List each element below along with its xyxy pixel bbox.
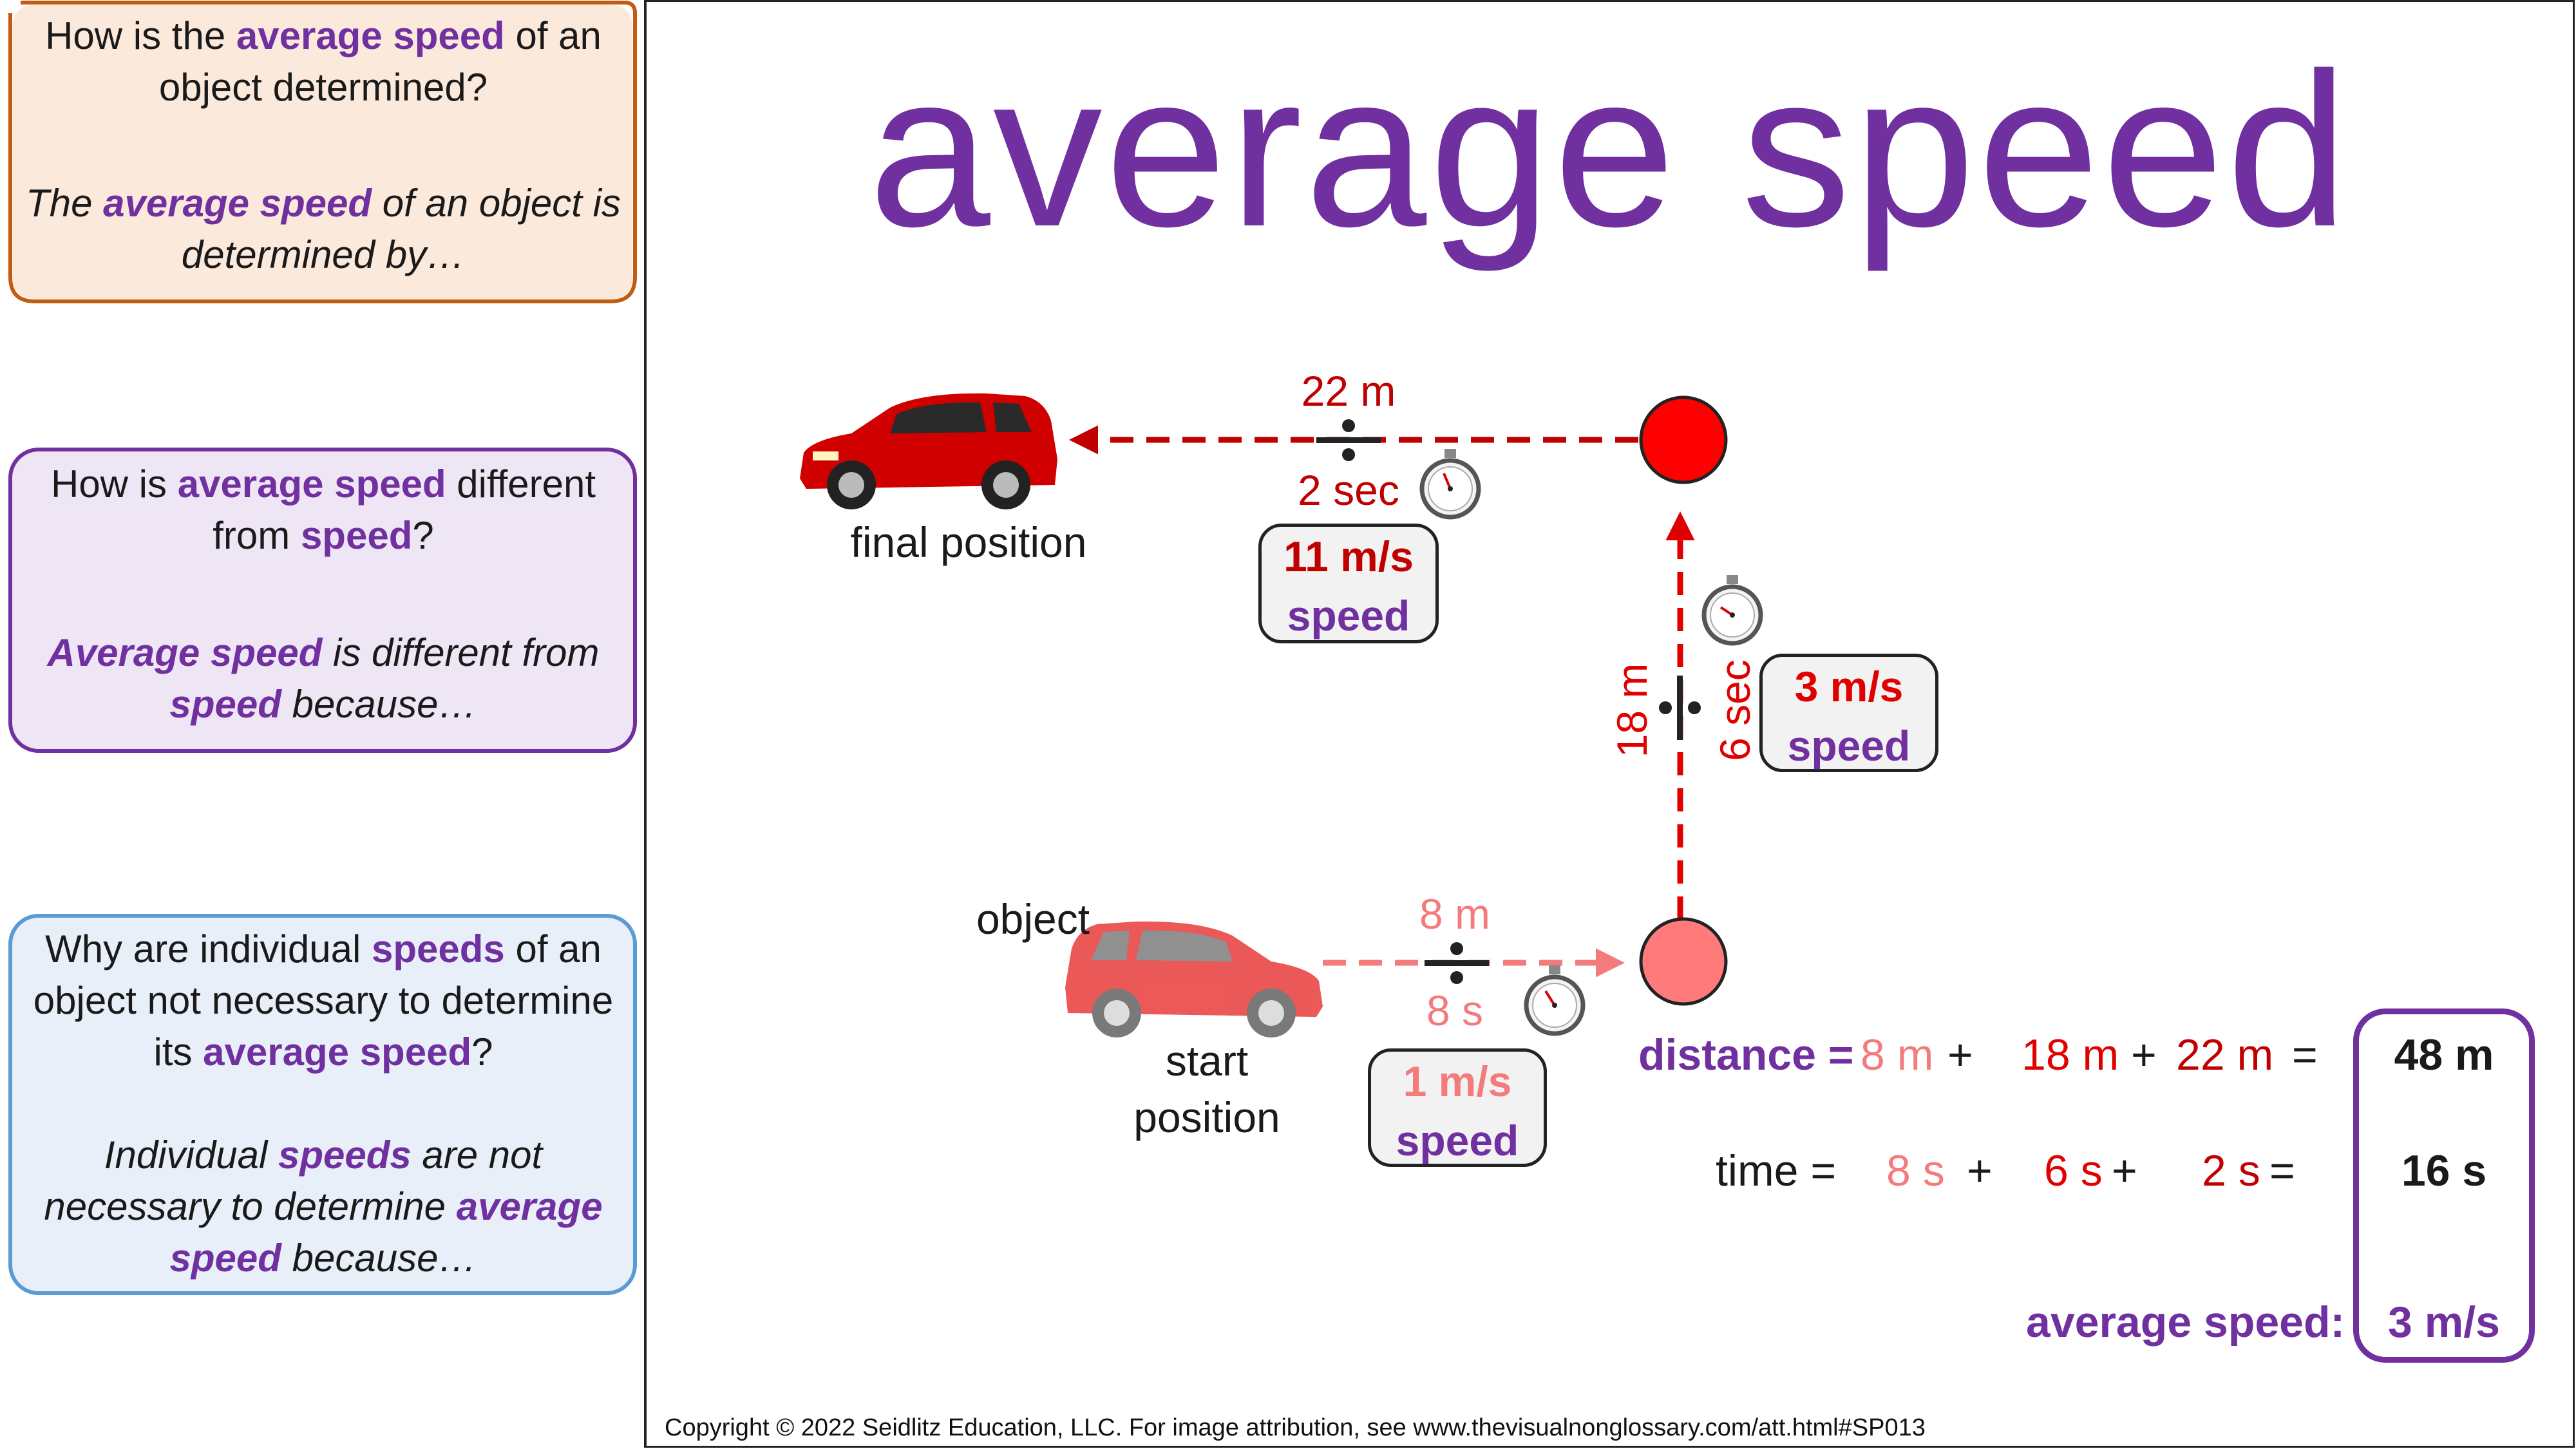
leg-1-speed-box: 1 m/s speed bbox=[1368, 1048, 1547, 1167]
stopwatch-icon bbox=[1419, 449, 1481, 520]
final-position-label: final position bbox=[850, 518, 1087, 566]
distance-term-2: 18 m bbox=[2022, 1030, 2119, 1079]
time-term-1: 8 s bbox=[1886, 1146, 1945, 1195]
leg-3-speed-box: 11 m/s speed bbox=[1258, 524, 1439, 643]
question-1-text: How is the average speed of an object de… bbox=[45, 14, 601, 109]
main-panel: average speed bbox=[644, 0, 2575, 1448]
leg-1-time: 8 s bbox=[1426, 987, 1484, 1034]
card-border bbox=[8, 1, 637, 303]
answer-2-stem: Average speed is different from speed be… bbox=[47, 631, 600, 726]
car-start-icon bbox=[1065, 921, 1323, 1037]
distance-term-3: 22 m bbox=[2176, 1030, 2274, 1079]
plus-sign: + bbox=[2131, 1030, 2157, 1079]
distance-label: distance = bbox=[1638, 1030, 1854, 1079]
leg-1-speed-word: speed bbox=[1396, 1117, 1519, 1164]
card-border bbox=[8, 914, 637, 1295]
plus-sign: + bbox=[1967, 1146, 1993, 1195]
average-speed-label: average speed: bbox=[2026, 1298, 2345, 1347]
leg-2-distance: 18 m bbox=[1608, 663, 1656, 758]
question-card-3: Why are individual speeds of an object n… bbox=[8, 913, 638, 1296]
leg-1-distance: 8 m bbox=[1419, 890, 1491, 938]
page-title: average speed bbox=[868, 28, 2351, 272]
total-time: 16 s bbox=[2401, 1146, 2487, 1195]
time-label: time = bbox=[1716, 1146, 1837, 1195]
average-speed-value: 3 m/s bbox=[2388, 1298, 2500, 1347]
leg-2-speed-value: 3 m/s bbox=[1794, 663, 1904, 710]
leg-3-time: 2 sec bbox=[1298, 466, 1399, 514]
card-border bbox=[8, 448, 637, 753]
stopwatch-icon bbox=[1524, 965, 1586, 1036]
motion-diagram bbox=[800, 393, 2474, 1250]
answer-1-stem: The average speed of an object is determ… bbox=[26, 182, 621, 276]
question-3-text: Why are individual speeds of an object n… bbox=[33, 927, 614, 1074]
stopwatch-icon bbox=[1701, 575, 1763, 646]
equals-sign: = bbox=[2269, 1146, 2295, 1195]
waypoint-start bbox=[1639, 917, 1728, 1006]
leg-2-time: 6 sec bbox=[1711, 659, 1759, 761]
equals-sign: = bbox=[2292, 1030, 2318, 1079]
leg-3-distance: 22 m bbox=[1301, 367, 1396, 415]
object-label: object bbox=[976, 895, 1090, 943]
waypoint-turn bbox=[1639, 395, 1728, 484]
question-card-2: How is average speed different from spee… bbox=[8, 447, 638, 753]
distance-term-1: 8 m bbox=[1861, 1030, 1934, 1079]
plus-sign: + bbox=[2112, 1146, 2137, 1195]
start-position-label: start position bbox=[1133, 1037, 1280, 1141]
leg-2-speed-box: 3 m/s speed bbox=[1759, 654, 1938, 772]
divide-symbol-leg-1 bbox=[1425, 942, 1489, 984]
question-2-text: How is average speed different from spee… bbox=[50, 462, 596, 557]
car-final-icon bbox=[800, 393, 1057, 509]
leg-3-speed-word: speed bbox=[1287, 592, 1410, 639]
divide-symbol-leg-3 bbox=[1316, 419, 1381, 461]
total-distance: 48 m bbox=[2394, 1030, 2494, 1079]
divide-symbol-leg-2 bbox=[1659, 676, 1701, 740]
time-term-3: 2 s bbox=[2202, 1146, 2260, 1195]
copyright-notice: Copyright © 2022 Seidlitz Education, LLC… bbox=[665, 1414, 1926, 1441]
plus-sign: + bbox=[1947, 1030, 1973, 1079]
answer-3-stem: Individual speeds are not necessary to d… bbox=[44, 1133, 603, 1280]
leg-1-speed-value: 1 m/s bbox=[1403, 1057, 1512, 1105]
leg-3-speed-value: 11 m/s bbox=[1283, 533, 1414, 580]
question-card-1: How is the average speed of an object de… bbox=[8, 0, 638, 304]
leg-2-speed-word: speed bbox=[1787, 722, 1911, 770]
result-box bbox=[2353, 1009, 2535, 1363]
time-term-2: 6 s bbox=[2044, 1146, 2103, 1195]
